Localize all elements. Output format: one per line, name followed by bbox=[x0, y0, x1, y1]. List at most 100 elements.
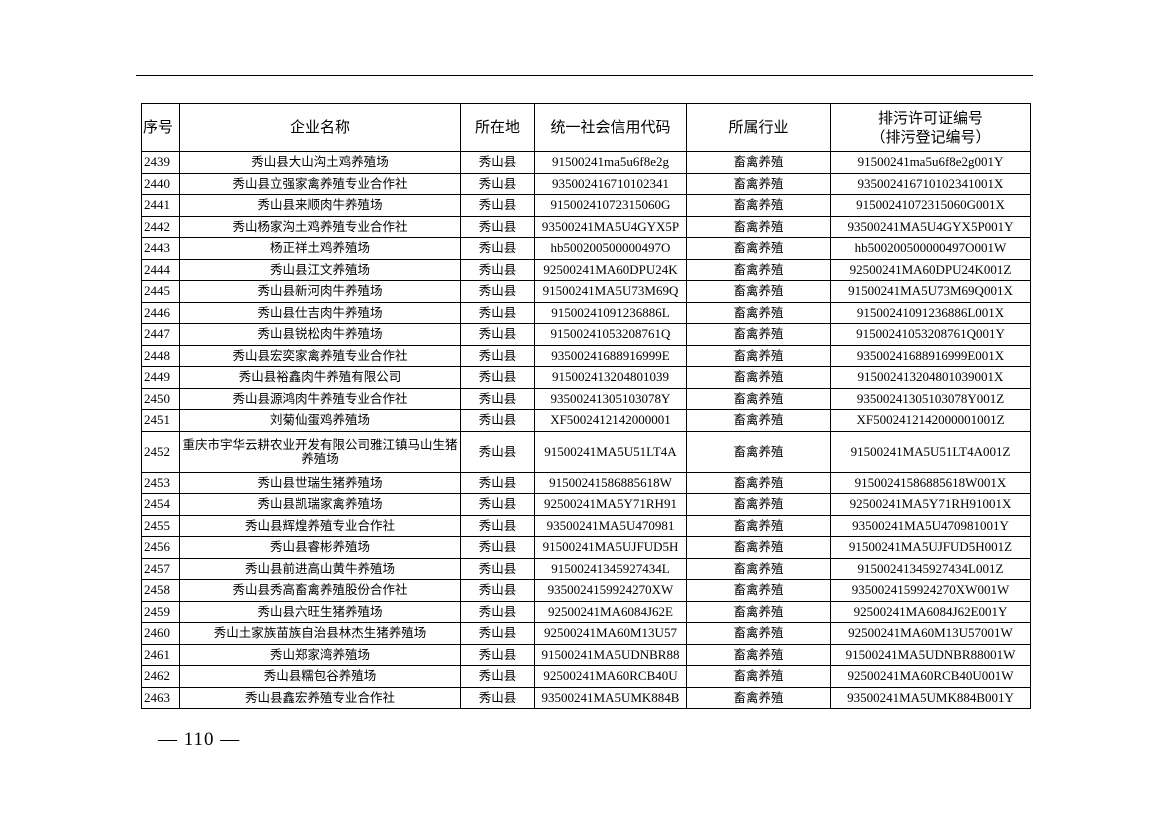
cell-permit: 915002413204801039001X bbox=[830, 366, 1031, 389]
cell-credit-code: 93500241MA5U470981 bbox=[534, 514, 687, 537]
cell-industry: 畜禽养殖 bbox=[686, 686, 831, 709]
cell-name: 秀山县鑫宏养殖专业合作社 bbox=[179, 686, 461, 709]
table-row: 2459 秀山县六旺生猪养殖场 秀山县 92500241MA6084J62E 畜禽养殖 9… bbox=[141, 600, 1031, 623]
table-row: 2455 秀山县辉煌养殖专业合作社 秀山县 93500241MA5U470981 畜禽养… bbox=[141, 514, 1031, 537]
cell-industry: 畜禽养殖 bbox=[686, 643, 831, 666]
cell-location: 秀山县 bbox=[460, 258, 535, 281]
cell-industry: 畜禽养殖 bbox=[686, 280, 831, 303]
cell-name: 秀山县前进高山黄牛养殖场 bbox=[179, 557, 461, 580]
cell-location: 秀山县 bbox=[460, 194, 535, 217]
cell-name: 秀山县锐松肉牛养殖场 bbox=[179, 323, 461, 346]
table-row: 2457 秀山县前进高山黄牛养殖场 秀山县 91500241345927434L 畜禽养… bbox=[141, 557, 1031, 580]
cell-seq: 2458 bbox=[141, 579, 180, 602]
table-row: 2453 秀山县世瑞生猪养殖场 秀山县 91500241586885618W 畜禽养殖 9… bbox=[141, 471, 1031, 494]
cell-name: 秀山县新河肉牛养殖场 bbox=[179, 280, 461, 303]
cell-seq: 2451 bbox=[141, 409, 180, 432]
cell-credit-code: 91500241091236886L bbox=[534, 301, 687, 324]
cell-name: 秀山县世瑞生猪养殖场 bbox=[179, 471, 461, 494]
cell-industry: 畜禽养殖 bbox=[686, 600, 831, 623]
cell-permit: hb500200500000497O001W bbox=[830, 237, 1031, 260]
cell-name: 秀山县凯瑞家禽养殖场 bbox=[179, 493, 461, 516]
cell-credit-code: 93500241305103078Y bbox=[534, 387, 687, 410]
cell-seq: 2463 bbox=[141, 686, 180, 709]
cell-credit-code: 935002416710102341 bbox=[534, 172, 687, 195]
cell-industry: 畜禽养殖 bbox=[686, 194, 831, 217]
cell-seq: 2457 bbox=[141, 557, 180, 580]
cell-name: 秀山县江文养殖场 bbox=[179, 258, 461, 281]
cell-seq: 2456 bbox=[141, 536, 180, 559]
cell-credit-code: 91500241345927434L bbox=[534, 557, 687, 580]
cell-credit-code: 93500241MA5U4GYX5P bbox=[534, 215, 687, 238]
table-row: 2463 秀山县鑫宏养殖专业合作社 秀山县 93500241MA5UMK884B 畜禽养… bbox=[141, 686, 1031, 709]
table-row: 2452 重庆市宇华云耕农业开发有限公司雅江镇马山生猪养殖场 秀山县 91500241… bbox=[141, 430, 1031, 473]
table-header-row: 序号 企业名称 所在地 统一社会信用代码 所属行业 排污许可证编号 （排污登记编… bbox=[141, 103, 1031, 152]
table-row: 2449 秀山县裕鑫肉牛养殖有限公司 秀山县 915002413204801039 畜禽… bbox=[141, 366, 1031, 389]
cell-permit: 91500241586885618W001X bbox=[830, 471, 1031, 494]
cell-credit-code: 915002413204801039 bbox=[534, 366, 687, 389]
cell-name: 秀山杨家沟土鸡养殖专业合作社 bbox=[179, 215, 461, 238]
table-row: 2439 秀山县大山沟土鸡养殖场 秀山县 91500241ma5u6f8e2g 畜禽养殖… bbox=[141, 151, 1031, 174]
cell-name: 秀山县糯包谷养殖场 bbox=[179, 665, 461, 688]
cell-industry: 畜禽养殖 bbox=[686, 344, 831, 367]
table-row: 2440 秀山县立强家禽养殖专业合作社 秀山县 935002416710102341 畜… bbox=[141, 172, 1031, 195]
cell-seq: 2460 bbox=[141, 622, 180, 645]
cell-industry: 畜禽养殖 bbox=[686, 387, 831, 410]
cell-location: 秀山县 bbox=[460, 215, 535, 238]
cell-seq: 2452 bbox=[141, 430, 180, 473]
table-row: 2448 秀山县宏奕家禽养殖专业合作社 秀山县 93500241688916999E 畜… bbox=[141, 344, 1031, 367]
cell-location: 秀山县 bbox=[460, 643, 535, 666]
cell-location: 秀山县 bbox=[460, 622, 535, 645]
cell-permit: 93500241305103078Y001Z bbox=[830, 387, 1031, 410]
cell-credit-code: 91500241MA5UJFUD5H bbox=[534, 536, 687, 559]
table-row: 2458 秀山县秀高畜禽养殖股份合作社 秀山县 9350024159924270XW 畜… bbox=[141, 579, 1031, 602]
table-row: 2444 秀山县江文养殖场 秀山县 92500241MA60DPU24K 畜禽养殖 925… bbox=[141, 258, 1031, 281]
header-permit: 排污许可证编号 （排污登记编号） bbox=[830, 103, 1031, 152]
table-row: 2447 秀山县锐松肉牛养殖场 秀山县 91500241053208761Q 畜禽养殖 9… bbox=[141, 323, 1031, 346]
cell-location: 秀山县 bbox=[460, 409, 535, 432]
cell-industry: 畜禽养殖 bbox=[686, 151, 831, 174]
cell-permit: 935002416710102341001X bbox=[830, 172, 1031, 195]
permit-table: 序号 企业名称 所在地 统一社会信用代码 所属行业 排污许可证编号 （排污登记编… bbox=[141, 103, 1031, 709]
cell-location: 秀山县 bbox=[460, 280, 535, 303]
cell-credit-code: XF5002412142000001 bbox=[534, 409, 687, 432]
table-row: 2461 秀山郑家湾养殖场 秀山县 91500241MA5UDNBR88 畜禽养殖 915… bbox=[141, 643, 1031, 666]
table-row: 2456 秀山县睿彬养殖场 秀山县 91500241MA5UJFUD5H 畜禽养殖 915… bbox=[141, 536, 1031, 559]
table-row: 2445 秀山县新河肉牛养殖场 秀山县 91500241MA5U73M69Q 畜禽养殖 9… bbox=[141, 280, 1031, 303]
cell-name: 秀山县来顺肉牛养殖场 bbox=[179, 194, 461, 217]
cell-industry: 畜禽养殖 bbox=[686, 665, 831, 688]
cell-credit-code: 9350024159924270XW bbox=[534, 579, 687, 602]
table-row: 2446 秀山县仕吉肉牛养殖场 秀山县 91500241091236886L 畜禽养殖 9… bbox=[141, 301, 1031, 324]
cell-seq: 2441 bbox=[141, 194, 180, 217]
cell-industry: 畜禽养殖 bbox=[686, 430, 831, 473]
page-number: — 110 — bbox=[158, 729, 241, 750]
cell-location: 秀山县 bbox=[460, 344, 535, 367]
table-row: 2462 秀山县糯包谷养殖场 秀山县 92500241MA60RCB40U 畜禽养殖 92… bbox=[141, 665, 1031, 688]
header-permit-line1: 排污许可证编号 bbox=[877, 108, 983, 127]
cell-permit: 93500241MA5U470981001Y bbox=[830, 514, 1031, 537]
cell-seq: 2462 bbox=[141, 665, 180, 688]
cell-industry: 畜禽养殖 bbox=[686, 579, 831, 602]
cell-location: 秀山县 bbox=[460, 536, 535, 559]
cell-permit: XF5002412142000001001Z bbox=[830, 409, 1031, 432]
cell-name: 秀山县源鸿肉牛养殖专业合作社 bbox=[179, 387, 461, 410]
cell-name: 秀山县秀高畜禽养殖股份合作社 bbox=[179, 579, 461, 602]
table-row: 2454 秀山县凯瑞家禽养殖场 秀山县 92500241MA5Y71RH91 畜禽养殖 9… bbox=[141, 493, 1031, 516]
cell-credit-code: 91500241072315060G bbox=[534, 194, 687, 217]
cell-industry: 畜禽养殖 bbox=[686, 409, 831, 432]
cell-credit-code: 93500241688916999E bbox=[534, 344, 687, 367]
cell-permit: 91500241ma5u6f8e2g001Y bbox=[830, 151, 1031, 174]
cell-permit: 91500241091236886L001X bbox=[830, 301, 1031, 324]
cell-industry: 畜禽养殖 bbox=[686, 301, 831, 324]
cell-credit-code: 93500241MA5UMK884B bbox=[534, 686, 687, 709]
cell-permit: 93500241MA5U4GYX5P001Y bbox=[830, 215, 1031, 238]
cell-credit-code: 92500241MA60DPU24K bbox=[534, 258, 687, 281]
cell-seq: 2439 bbox=[141, 151, 180, 174]
table-row: 2443 杨正祥土鸡养殖场 秀山县 hb500200500000497O 畜禽养殖 hb5… bbox=[141, 237, 1031, 260]
cell-credit-code: 91500241MA5U73M69Q bbox=[534, 280, 687, 303]
cell-industry: 畜禽养殖 bbox=[686, 557, 831, 580]
cell-location: 秀山县 bbox=[460, 514, 535, 537]
cell-seq: 2448 bbox=[141, 344, 180, 367]
cell-location: 秀山县 bbox=[460, 172, 535, 195]
cell-location: 秀山县 bbox=[460, 557, 535, 580]
cell-name: 秀山土家族苗族自治县林杰生猪养殖场 bbox=[179, 622, 461, 645]
